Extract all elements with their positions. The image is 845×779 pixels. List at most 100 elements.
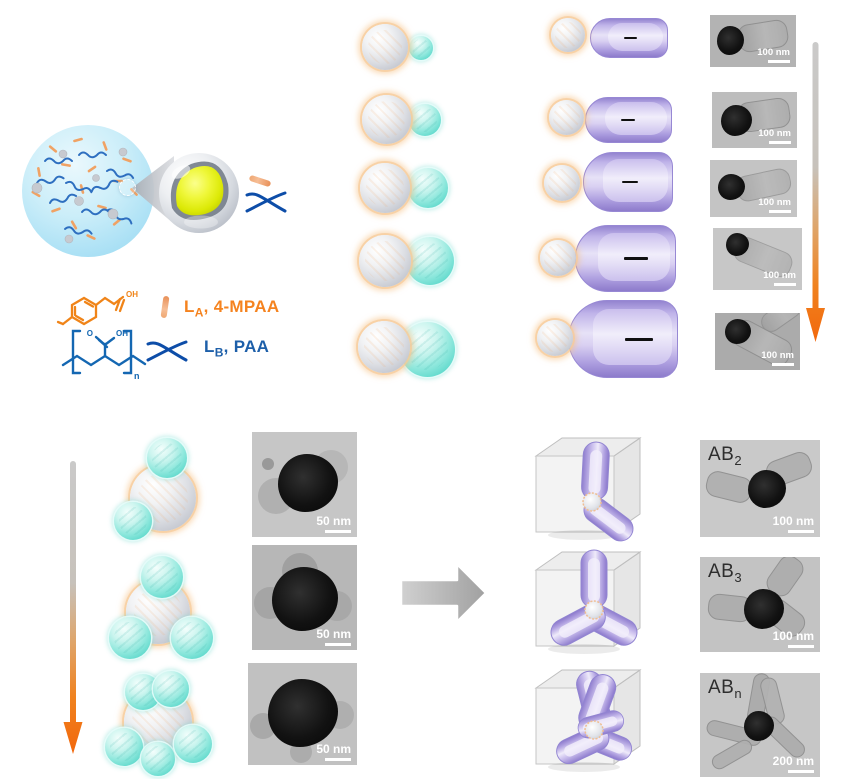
scale-bar-label: 100 nm bbox=[757, 46, 790, 58]
tem-image: 50 nm bbox=[252, 545, 357, 650]
ligand-b-label-prefix: L bbox=[204, 337, 215, 356]
tem-image: 50 nm bbox=[252, 432, 357, 537]
mpaa-structure: OH bbox=[56, 290, 138, 326]
nanorod bbox=[585, 97, 672, 143]
scale-bar-label: 100 nm bbox=[761, 349, 794, 361]
heterodimer-row bbox=[350, 18, 460, 74]
ligand-a-label-sub: A bbox=[194, 305, 204, 320]
scale-bar-line bbox=[774, 282, 796, 286]
multipod-row bbox=[105, 435, 215, 545]
assembly-cube-ab2 bbox=[535, 437, 641, 547]
rod-slit bbox=[624, 37, 637, 39]
nanorod-core bbox=[604, 102, 667, 135]
ab-label: ABn bbox=[708, 677, 742, 701]
cropped-scale-text: 100 nm bbox=[810, 350, 840, 360]
seed-sphere bbox=[362, 24, 408, 70]
nanorod-row bbox=[535, 12, 685, 62]
scale-bar-label: 100 nm bbox=[763, 269, 796, 281]
tem-image: 100 nm bbox=[713, 228, 802, 290]
paa-oh-label: OH bbox=[116, 329, 128, 338]
heterodimer-row bbox=[350, 160, 460, 218]
seed-sphere bbox=[537, 320, 573, 356]
nanorod-row bbox=[535, 95, 685, 147]
heterodimer-row bbox=[350, 318, 462, 380]
polymer-bulb bbox=[409, 104, 441, 136]
nanorod bbox=[590, 18, 668, 58]
nanorod-core bbox=[603, 158, 668, 202]
paa-repeat-label: n bbox=[134, 371, 140, 381]
tem-particle bbox=[744, 711, 774, 741]
abn-tem-image: ABn 200 nm bbox=[700, 673, 820, 777]
tem-particle bbox=[268, 679, 338, 747]
nanorod-row bbox=[535, 222, 685, 294]
nanorod bbox=[575, 225, 676, 292]
seed-sphere bbox=[359, 235, 411, 287]
paa-o-label: O bbox=[87, 329, 93, 338]
nanorod-core bbox=[597, 232, 671, 281]
seed-sphere bbox=[551, 18, 585, 52]
ab-label: AB2 bbox=[708, 444, 742, 468]
scale-bar: 50 nm bbox=[316, 628, 351, 646]
scale-bar-line bbox=[788, 529, 814, 533]
scale-bar: 100 nm bbox=[757, 46, 790, 63]
scale-bar-line bbox=[325, 757, 351, 761]
tem-particle bbox=[278, 454, 338, 512]
assembly-panel bbox=[520, 428, 675, 779]
ab-label-prefix: AB bbox=[708, 677, 735, 698]
scale-bar: 100 nm bbox=[773, 630, 814, 648]
growth-gradient-arrow-right bbox=[806, 42, 825, 342]
seed-sphere bbox=[360, 163, 410, 213]
zoom-region-ring bbox=[119, 179, 136, 196]
tem-particle bbox=[748, 470, 786, 508]
polymer-bulb bbox=[409, 36, 433, 60]
ligand-a-icon bbox=[248, 174, 272, 188]
rod-slit bbox=[624, 257, 648, 260]
polymer-bulb bbox=[141, 556, 183, 598]
ligand-b-label-sub: B bbox=[214, 345, 224, 360]
cropped-scale-label: 100 nm bbox=[804, 348, 845, 374]
tem-particle bbox=[718, 174, 745, 200]
nanorod bbox=[583, 152, 673, 212]
scale-bar-line bbox=[772, 362, 794, 366]
scale-bar-label: 50 nm bbox=[316, 742, 351, 756]
ligand-b-label: LB, PAA bbox=[204, 337, 269, 359]
ab-label-prefix: AB bbox=[708, 444, 735, 465]
core-shell-nanoparticle bbox=[159, 153, 239, 233]
mpaa-oh-label: OH bbox=[126, 290, 138, 299]
scale-bar: 100 nm bbox=[773, 515, 814, 533]
assembly-cubes bbox=[535, 437, 643, 772]
seed-sphere bbox=[362, 95, 411, 144]
assembly-cube-ab3 bbox=[535, 549, 643, 654]
ab-label-sub: n bbox=[734, 685, 743, 701]
ligand-b-icon bbox=[146, 340, 188, 362]
cropped-scale-tick bbox=[804, 349, 806, 368]
polymer-bulb bbox=[408, 168, 448, 208]
heterodimer-row bbox=[350, 232, 462, 292]
nanorod-core bbox=[607, 22, 664, 51]
ligand-a-icon bbox=[160, 295, 170, 319]
rod-slit bbox=[621, 119, 635, 121]
tem-particle bbox=[726, 233, 749, 256]
polymer-bulb bbox=[141, 742, 175, 776]
tem-rod bbox=[703, 468, 755, 506]
paa-structure: O OH n bbox=[61, 329, 147, 381]
polymer-bulb bbox=[174, 725, 212, 763]
scale-bar-label: 100 nm bbox=[758, 127, 791, 139]
seed-sphere bbox=[358, 321, 410, 373]
ligand-a-label-suffix: , 4-MPAA bbox=[203, 297, 280, 316]
rod-slit bbox=[622, 181, 638, 183]
polymer-bulb bbox=[114, 502, 152, 540]
tem-image: 50 nm bbox=[248, 663, 357, 765]
ab-label-prefix: AB bbox=[708, 561, 735, 582]
scale-bar-line bbox=[788, 644, 814, 648]
rod-slit bbox=[625, 338, 653, 341]
tem-image: 100 nm bbox=[712, 92, 797, 148]
multipod-row bbox=[100, 665, 220, 779]
scale-bar: 100 nm bbox=[761, 349, 794, 366]
scale-bar-label: 100 nm bbox=[772, 629, 814, 643]
tem-image: 100 nm bbox=[710, 15, 796, 67]
tem-image: 100 nm bbox=[710, 160, 797, 217]
nanorod-row bbox=[535, 297, 685, 381]
polymer-bulb bbox=[147, 438, 187, 478]
